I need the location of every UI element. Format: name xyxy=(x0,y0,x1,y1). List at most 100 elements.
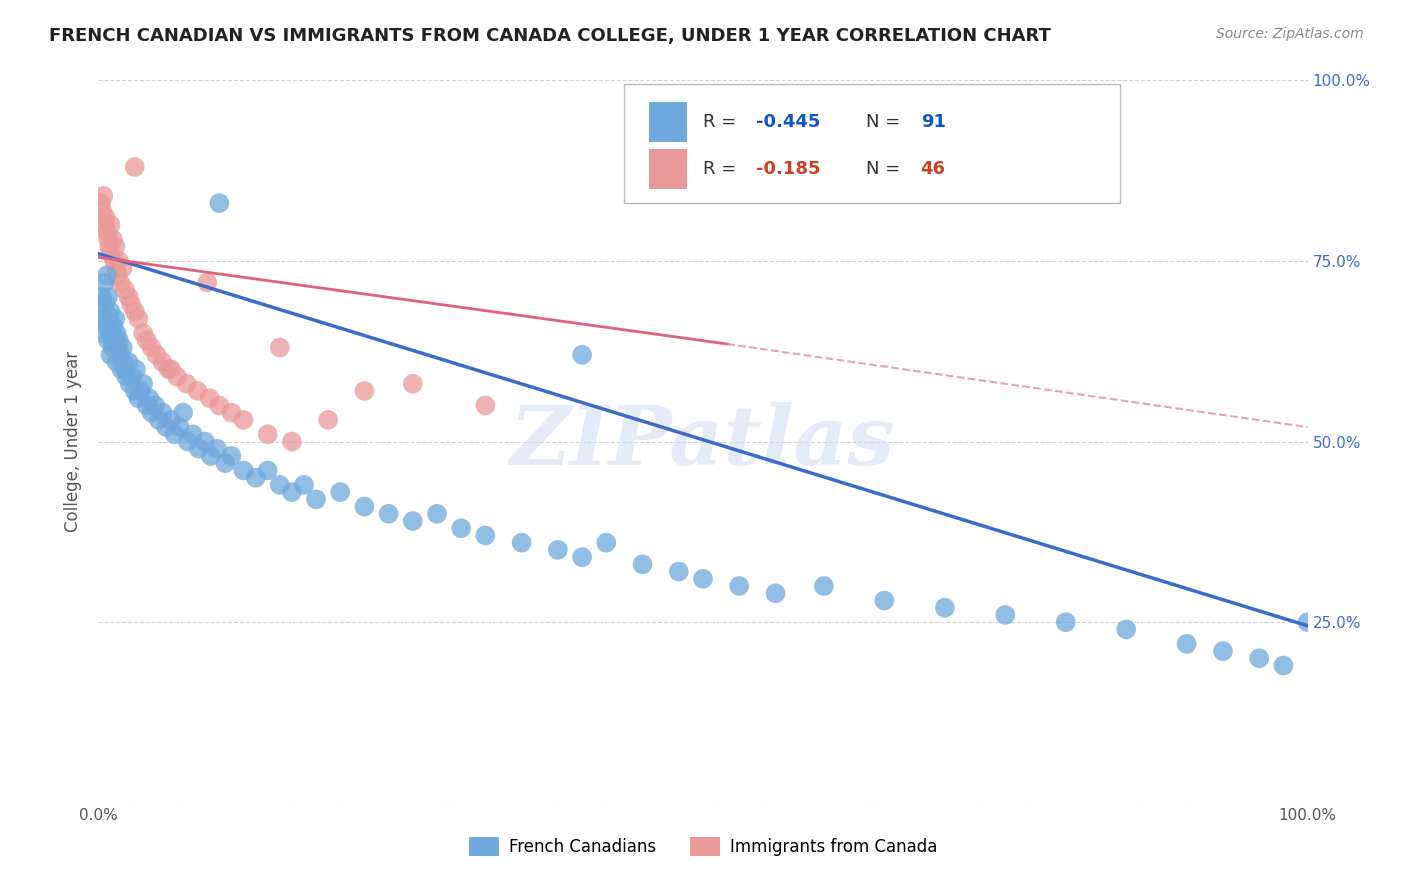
Text: FRENCH CANADIAN VS IMMIGRANTS FROM CANADA COLLEGE, UNDER 1 YEAR CORRELATION CHAR: FRENCH CANADIAN VS IMMIGRANTS FROM CANAD… xyxy=(49,27,1052,45)
Point xyxy=(221,449,243,463)
Point xyxy=(96,268,118,283)
Point xyxy=(98,311,121,326)
Point xyxy=(256,427,278,442)
Point xyxy=(631,558,654,572)
Point xyxy=(91,203,114,218)
Point xyxy=(245,470,267,484)
Point xyxy=(728,579,751,593)
Point xyxy=(176,376,198,391)
Point xyxy=(547,542,569,557)
Point xyxy=(1249,651,1271,665)
Point xyxy=(510,535,533,549)
Point xyxy=(101,232,124,246)
Point xyxy=(994,607,1017,622)
Point xyxy=(256,463,278,477)
Point xyxy=(105,326,128,340)
Point xyxy=(181,427,204,442)
Point xyxy=(103,334,125,348)
Point xyxy=(353,500,375,514)
Point xyxy=(94,297,117,311)
Point xyxy=(104,311,127,326)
Point xyxy=(208,398,231,412)
Point xyxy=(90,304,112,318)
Point xyxy=(91,290,114,304)
Point xyxy=(166,369,188,384)
Point xyxy=(111,261,134,276)
Point xyxy=(91,189,114,203)
Point xyxy=(169,420,191,434)
Point xyxy=(177,434,200,449)
Text: N =: N = xyxy=(866,161,907,178)
Point xyxy=(571,348,593,362)
Text: -0.445: -0.445 xyxy=(756,113,821,131)
Text: 91: 91 xyxy=(921,113,946,131)
Point xyxy=(114,362,136,376)
Legend: French Canadians, Immigrants from Canada: French Canadians, Immigrants from Canada xyxy=(463,830,943,863)
Point xyxy=(571,550,593,565)
Point xyxy=(194,434,217,449)
Point xyxy=(1115,623,1137,637)
Point xyxy=(353,384,375,398)
Point xyxy=(91,326,114,340)
Point xyxy=(127,311,149,326)
Point xyxy=(114,283,136,297)
Point xyxy=(135,334,157,348)
Text: ZIPatlas: ZIPatlas xyxy=(510,401,896,482)
Point xyxy=(269,341,291,355)
Point xyxy=(281,434,304,449)
Point xyxy=(124,304,146,318)
Point xyxy=(474,528,496,542)
FancyBboxPatch shape xyxy=(648,103,688,142)
Point xyxy=(152,406,174,420)
Point xyxy=(232,413,254,427)
Point xyxy=(292,478,315,492)
Point xyxy=(97,334,120,348)
Point xyxy=(138,391,160,405)
Point xyxy=(232,463,254,477)
Point xyxy=(1054,615,1077,630)
Text: R =: R = xyxy=(703,113,742,131)
Point xyxy=(103,253,125,268)
Point xyxy=(124,384,146,398)
Point xyxy=(112,355,135,369)
Point xyxy=(329,485,352,500)
Point xyxy=(195,276,218,290)
Point xyxy=(108,348,131,362)
Point xyxy=(160,413,183,427)
Point xyxy=(377,507,399,521)
Point xyxy=(143,398,166,412)
Point xyxy=(269,478,291,492)
Point xyxy=(200,449,222,463)
Point xyxy=(1175,637,1198,651)
Point xyxy=(107,341,129,355)
Point xyxy=(108,276,131,290)
Point xyxy=(934,600,956,615)
Point xyxy=(198,391,221,405)
Point xyxy=(155,420,177,434)
Point xyxy=(765,586,787,600)
Point xyxy=(316,413,339,427)
Point xyxy=(692,572,714,586)
Point xyxy=(152,355,174,369)
Point xyxy=(172,406,194,420)
FancyBboxPatch shape xyxy=(648,149,688,189)
Point xyxy=(105,355,128,369)
Point xyxy=(1296,615,1319,630)
Point xyxy=(107,268,129,283)
Point xyxy=(595,535,617,549)
Point xyxy=(305,492,328,507)
Point xyxy=(100,304,122,318)
Point xyxy=(163,427,186,442)
Point xyxy=(157,362,180,376)
Point xyxy=(90,196,112,211)
Text: Source: ZipAtlas.com: Source: ZipAtlas.com xyxy=(1216,27,1364,41)
Point xyxy=(97,232,120,246)
Point xyxy=(127,391,149,405)
Point xyxy=(108,334,131,348)
Point xyxy=(132,326,155,340)
Point xyxy=(108,253,131,268)
Point xyxy=(125,362,148,376)
Point xyxy=(118,290,141,304)
Point xyxy=(93,276,115,290)
Point xyxy=(118,355,141,369)
